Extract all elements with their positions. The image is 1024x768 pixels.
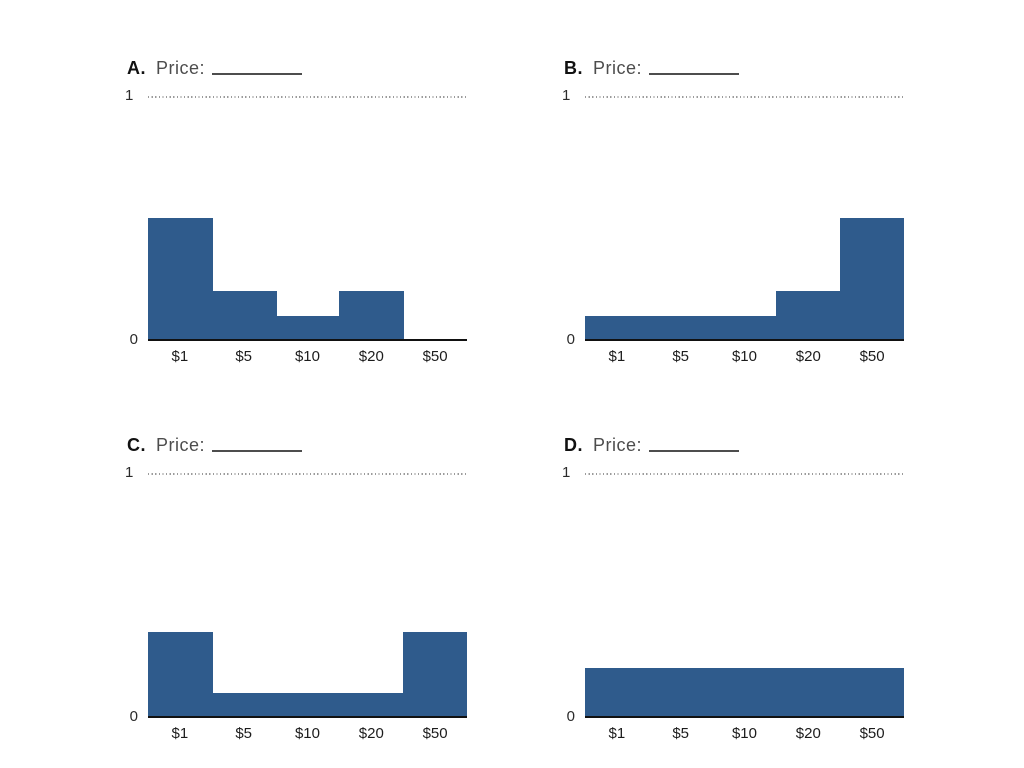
bar-usd10 xyxy=(712,316,778,340)
bar-usd5 xyxy=(211,291,277,340)
gridline-y1 xyxy=(585,473,904,475)
bar-usd1 xyxy=(148,218,213,340)
bar-usd20 xyxy=(339,291,405,340)
bar-usd5 xyxy=(648,668,714,717)
y-max-label: 1 xyxy=(562,87,571,104)
bar-usd1 xyxy=(585,316,650,340)
bar-usd50 xyxy=(840,218,904,340)
chart-panel-b: B. Price: 1 0 $1 $5 $10 $20 $50 xyxy=(562,58,904,365)
price-label: Price: xyxy=(156,435,206,455)
price-label: Price: xyxy=(593,58,643,78)
bar-usd20 xyxy=(776,291,842,340)
plot-area xyxy=(585,96,904,340)
x-axis-line xyxy=(585,716,904,718)
x-tick-label: $20 xyxy=(358,725,384,742)
x-tick-label: $5 xyxy=(235,348,253,365)
x-tick-label: $10 xyxy=(294,725,320,742)
x-tick-label: $5 xyxy=(672,725,690,742)
chart-panel-d: D. Price: 1 0 $1 $5 $10 $20 $50 xyxy=(562,435,904,742)
x-tick-label: $1 xyxy=(171,725,189,742)
price-label: Price: xyxy=(593,435,643,455)
x-tick-label: $50 xyxy=(422,348,448,365)
x-tick-label: $50 xyxy=(859,348,885,365)
price-blank-underline xyxy=(212,73,303,75)
y-min-label: 0 xyxy=(566,331,575,348)
y-min-label: 0 xyxy=(129,708,138,725)
bar-usd50 xyxy=(840,668,904,717)
plot-area xyxy=(585,473,904,717)
y-max-label: 1 xyxy=(125,87,134,104)
gridline-y1 xyxy=(585,96,904,98)
price-label: Price: xyxy=(156,58,206,78)
bar-usd1 xyxy=(148,632,213,717)
bar-usd1 xyxy=(585,668,650,717)
y-min-label: 0 xyxy=(566,708,575,725)
x-tick-label: $1 xyxy=(608,348,626,365)
chart-title: C. Price: xyxy=(127,433,303,457)
y-min-label: 0 xyxy=(129,331,138,348)
price-blank-underline xyxy=(649,73,740,75)
bar-usd50 xyxy=(403,632,467,717)
x-tick-label: $50 xyxy=(859,725,885,742)
x-tick-label: $20 xyxy=(358,348,384,365)
chart-title: B. Price: xyxy=(564,56,740,80)
price-blank-underline xyxy=(212,450,303,452)
bar-usd10 xyxy=(275,693,341,717)
plot-area xyxy=(148,96,467,340)
x-tick-label: $1 xyxy=(171,348,189,365)
price-blank-underline xyxy=(649,450,740,452)
chart-panel-c: C. Price: 1 0 $1 $5 $10 $20 $50 xyxy=(125,435,467,742)
chart-title: D. Price: xyxy=(564,433,740,457)
x-tick-label: $20 xyxy=(795,348,821,365)
x-tick-label: $5 xyxy=(235,725,253,742)
x-tick-label: $1 xyxy=(608,725,626,742)
bar-usd10 xyxy=(712,668,778,717)
x-tick-label: $5 xyxy=(672,348,690,365)
bar-usd5 xyxy=(211,693,277,717)
x-tick-label: $10 xyxy=(731,348,757,365)
chart-panel-a: A. Price: 1 0 $1 $5 $10 $20 $50 xyxy=(125,58,467,365)
plot-area xyxy=(148,473,467,717)
panel-letter: A. xyxy=(127,58,146,78)
bar-usd5 xyxy=(648,316,714,340)
bar-usd20 xyxy=(339,693,405,717)
x-axis-line xyxy=(148,339,467,341)
panel-letter: C. xyxy=(127,435,146,455)
bar-usd20 xyxy=(776,668,842,717)
x-tick-label: $10 xyxy=(294,348,320,365)
gridline-y1 xyxy=(148,473,467,475)
panel-letter: B. xyxy=(564,58,583,78)
x-tick-label: $50 xyxy=(422,725,448,742)
bar-usd10 xyxy=(275,316,341,340)
x-axis-line xyxy=(585,339,904,341)
x-axis-line xyxy=(148,716,467,718)
x-tick-label: $20 xyxy=(795,725,821,742)
x-tick-label: $10 xyxy=(731,725,757,742)
y-max-label: 1 xyxy=(562,464,571,481)
gridline-y1 xyxy=(148,96,467,98)
y-max-label: 1 xyxy=(125,464,134,481)
panel-letter: D. xyxy=(564,435,583,455)
chart-title: A. Price: xyxy=(127,56,303,80)
